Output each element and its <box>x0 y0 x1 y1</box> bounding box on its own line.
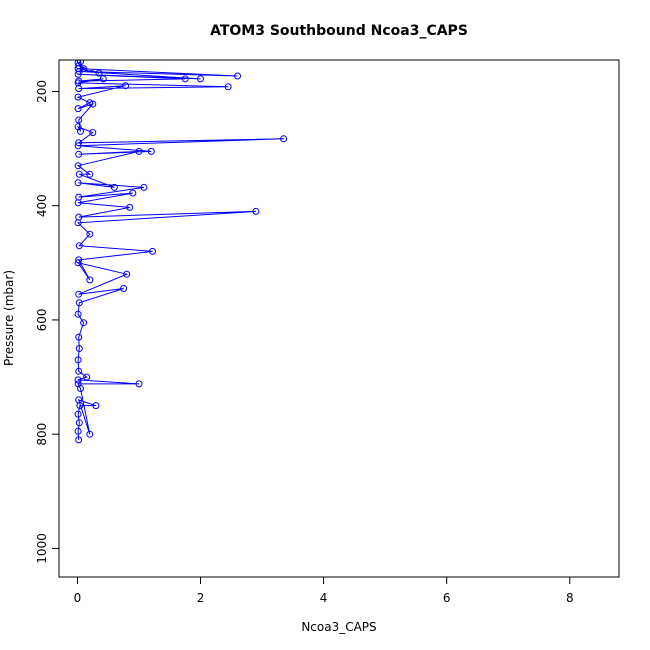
data-point <box>149 247 156 255</box>
data-point <box>75 299 83 307</box>
data-point <box>75 242 83 250</box>
data-point <box>74 162 82 170</box>
data-point <box>234 72 241 80</box>
data-point <box>252 207 260 215</box>
x-axis-label: Ncoa3_CAPS <box>301 620 376 634</box>
data-point <box>135 380 143 388</box>
data-point <box>280 135 288 143</box>
data-point <box>197 75 204 83</box>
data-point <box>75 77 83 85</box>
data-point <box>75 150 83 158</box>
data-point <box>140 183 148 191</box>
data-point <box>120 285 128 292</box>
y-tick-label: 1000 <box>35 533 49 564</box>
data-point <box>89 129 97 137</box>
chart-title: ATOM3 Southbound Ncoa3_CAPS <box>210 23 468 39</box>
data-point <box>75 290 83 298</box>
data-point <box>75 367 83 375</box>
data-point <box>75 396 83 404</box>
data-point <box>75 213 83 221</box>
data-point <box>75 116 83 124</box>
data-point <box>80 65 88 73</box>
data-point <box>86 230 94 238</box>
data-point <box>129 189 137 197</box>
data-point <box>74 356 82 364</box>
data-point <box>83 373 91 381</box>
data-point <box>74 142 82 150</box>
data-point <box>99 75 107 83</box>
data-point <box>75 256 83 264</box>
data-point <box>77 60 84 66</box>
data-point <box>75 170 83 178</box>
data-point <box>92 402 100 410</box>
data-point <box>74 60 82 67</box>
x-tick-label: 0 <box>74 591 82 605</box>
y-tick-label: 400 <box>35 194 49 217</box>
data-point <box>135 147 143 155</box>
data-point <box>86 276 94 284</box>
data-point <box>181 75 189 83</box>
data-point <box>86 430 94 438</box>
y-tick-label: 800 <box>35 423 49 446</box>
data-point <box>75 139 83 147</box>
y-axis-label: Pressure (mbar) <box>2 270 16 366</box>
data-point <box>74 93 82 101</box>
series-line <box>76 61 284 440</box>
data-point <box>95 69 103 77</box>
data-point <box>74 310 82 318</box>
x-tick-label: 4 <box>320 591 328 605</box>
data-point <box>74 179 82 187</box>
data-point <box>77 127 84 135</box>
x-tick-label: 8 <box>566 591 574 605</box>
x-tick-label: 2 <box>197 591 205 605</box>
data-point <box>74 380 82 388</box>
data-point <box>74 410 82 418</box>
data-point <box>75 333 83 341</box>
data-point <box>110 183 118 191</box>
data-point <box>75 345 83 352</box>
x-tick-label: 6 <box>443 591 451 605</box>
series-layer <box>74 60 288 444</box>
data-point <box>74 376 82 384</box>
data-point <box>86 170 94 178</box>
data-point <box>86 99 94 107</box>
y-tick-label: 600 <box>35 308 49 331</box>
data-point <box>74 105 82 113</box>
data-point <box>80 319 88 327</box>
x-axis: 0 2 4 6 8 <box>74 576 574 605</box>
y-axis: 200 400 600 800 1000 <box>35 80 60 564</box>
plot-frame <box>58 59 620 578</box>
data-point <box>74 427 82 435</box>
data-point <box>75 419 83 427</box>
data-point <box>224 83 232 91</box>
data-point <box>75 193 83 201</box>
data-point <box>74 259 82 267</box>
data-point <box>75 436 83 444</box>
data-point <box>122 82 129 90</box>
data-point <box>123 270 131 278</box>
data-point <box>147 147 155 155</box>
data-point <box>126 203 134 211</box>
y-tick-label: 200 <box>35 80 49 103</box>
